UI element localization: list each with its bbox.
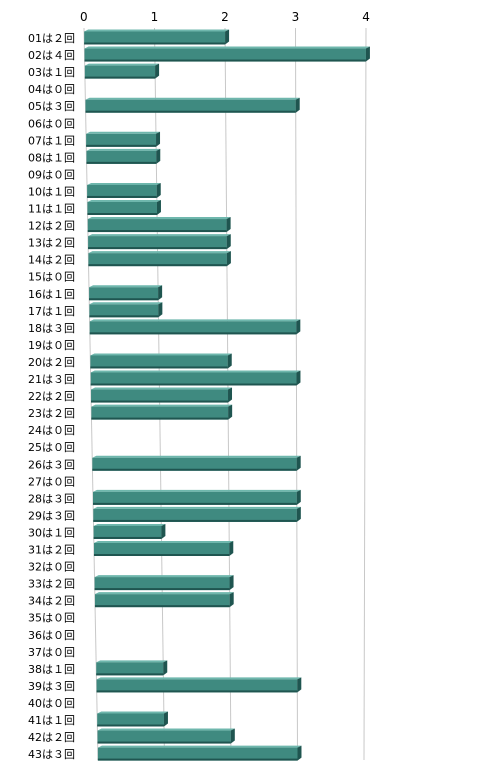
category-label: 27は０回	[28, 475, 75, 488]
bar	[84, 46, 370, 62]
bar	[88, 234, 231, 250]
category-label: 18は３回	[28, 322, 75, 335]
category-label: 36は０回	[28, 629, 75, 642]
category-label: 28は３回	[28, 492, 75, 505]
x-tick-label: 0	[80, 10, 88, 24]
category-label: 40は０回	[28, 697, 75, 710]
category-label: 11は１回	[28, 203, 75, 216]
category-label: 20は２回	[28, 356, 75, 369]
category-label: 39は３回	[28, 680, 75, 693]
category-label: 24は０回	[28, 424, 75, 437]
category-label: 30は１回	[28, 526, 75, 539]
category-label: 25は０回	[28, 441, 75, 454]
bar	[87, 217, 231, 233]
category-label: 33は２回	[28, 578, 75, 591]
gridline-3	[295, 27, 298, 761]
x-tick-label: 1	[151, 10, 159, 24]
x-axis-ticks: 0 1 2 3 4	[80, 10, 370, 24]
category-label: 10は１回	[28, 185, 75, 198]
bar	[93, 541, 234, 556]
category-label: 42は２回	[28, 731, 75, 744]
bar	[88, 251, 231, 267]
bar	[86, 148, 161, 164]
category-label: 17は１回	[28, 305, 75, 318]
bar	[86, 131, 161, 147]
category-label: 16は１回	[28, 288, 75, 301]
bar	[97, 711, 168, 727]
bar	[96, 677, 302, 693]
bar	[91, 387, 233, 403]
bar	[89, 319, 301, 335]
category-label: 35は０回	[28, 612, 75, 625]
category-label: 31は２回	[28, 544, 75, 557]
bars	[84, 29, 370, 761]
bar	[93, 523, 166, 539]
bar	[90, 353, 232, 369]
gridline-0	[83, 27, 99, 761]
bar	[90, 370, 301, 386]
bar	[91, 404, 233, 420]
category-label: 04は０回	[28, 83, 75, 96]
category-label: 14は２回	[28, 254, 75, 267]
category-label: 23は２回	[28, 407, 75, 420]
bar	[84, 63, 160, 79]
category-label: 19は０回	[28, 339, 75, 352]
bar	[93, 506, 301, 522]
category-label: 29は３回	[28, 509, 75, 522]
category-label: 41は１回	[28, 714, 75, 727]
x-tick-label: 4	[362, 10, 370, 24]
bar	[96, 660, 168, 676]
category-label: 03は１回	[28, 66, 75, 79]
category-label: 13は２回	[28, 237, 75, 250]
bar	[97, 745, 302, 761]
bar	[87, 200, 161, 215]
category-label: 32は０回	[28, 561, 75, 574]
category-label: 15は０回	[28, 271, 75, 284]
category-label: 22は２回	[28, 390, 75, 403]
category-label: 06は０回	[28, 117, 75, 130]
category-label: 01は２回	[28, 32, 75, 45]
category-labels: 01は２回 02は４回 03は１回 04は０回 05は３回 06は０回 07は１回 08は１回…	[28, 32, 75, 761]
x-tick-label: 3	[292, 10, 300, 24]
category-label: 08は１回	[28, 151, 75, 164]
bar	[85, 97, 300, 113]
bar	[94, 592, 234, 608]
bar	[94, 575, 234, 591]
bar	[87, 182, 161, 198]
category-label: 43は３回	[28, 748, 75, 761]
category-label: 05は３回	[28, 100, 75, 113]
category-label: 34は２回	[28, 595, 75, 608]
category-label: 38は１回	[28, 663, 75, 676]
bar	[97, 728, 235, 744]
category-label: 26は３回	[28, 458, 75, 471]
category-label: 02は４回	[28, 49, 75, 62]
gridline-4	[363, 27, 367, 761]
bar	[89, 285, 163, 301]
category-label: 37は０回	[28, 646, 75, 659]
category-label: 07は１回	[28, 134, 75, 147]
bar	[92, 455, 301, 471]
bar	[92, 489, 301, 505]
bar	[89, 302, 163, 318]
category-label: 12は２回	[28, 220, 75, 233]
category-label: 21は３回	[28, 373, 75, 386]
category-label: 09は０回	[28, 168, 75, 181]
x-tick-label: 2	[221, 10, 229, 24]
bar	[84, 29, 230, 45]
